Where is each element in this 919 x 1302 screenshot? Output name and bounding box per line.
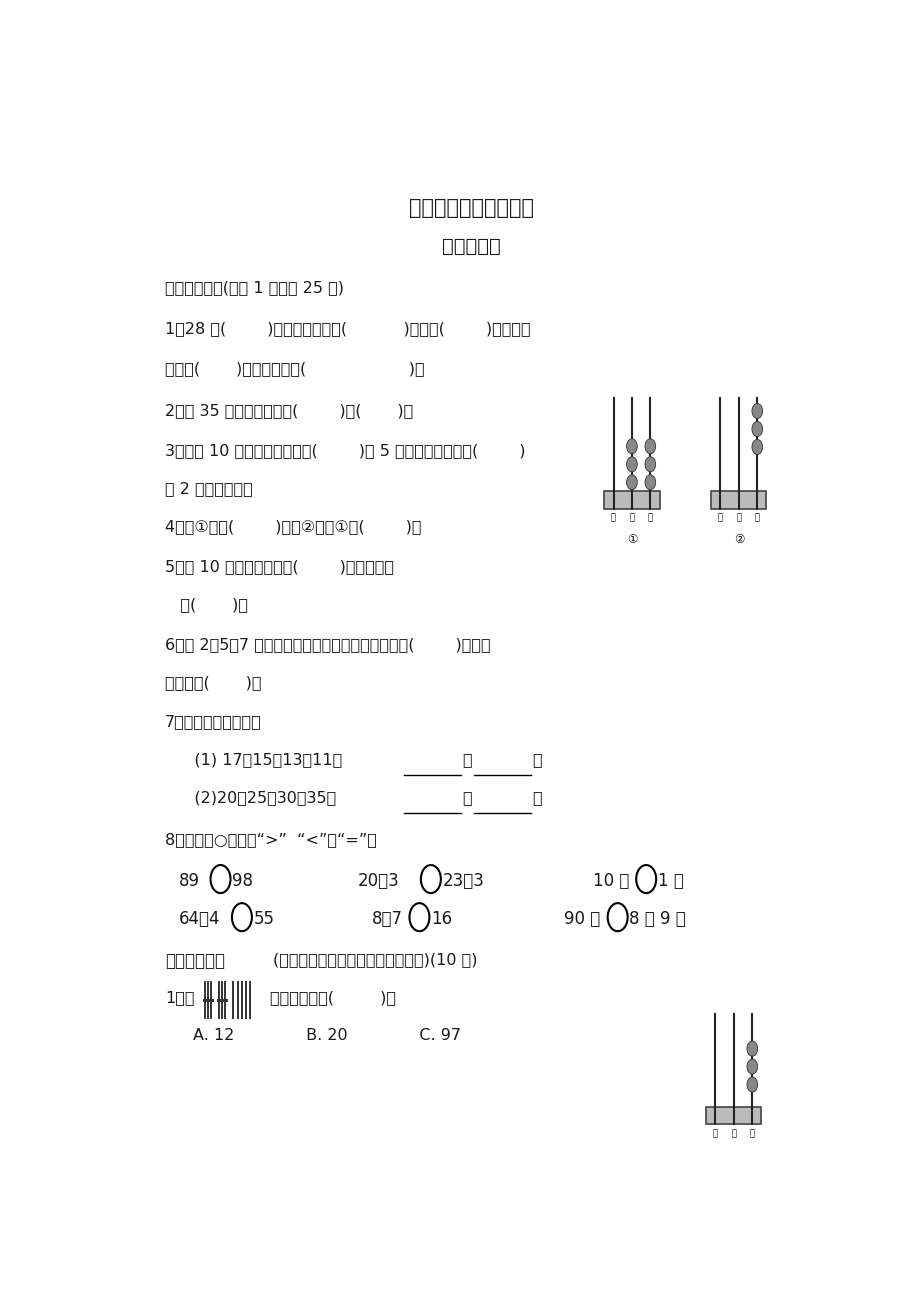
Text: 7、找规律，写一写。: 7、找规律，写一写。 (165, 713, 261, 729)
Text: 一、填一填。(每空 1 分，共 25 分): 一、填一填。(每空 1 分，共 25 分) (165, 280, 344, 296)
Text: (2)20，25，30，35，: (2)20，25，30，35， (179, 790, 336, 805)
Text: 人教版一年级数学下册: 人教版一年级数学下册 (409, 198, 533, 219)
Text: 89: 89 (179, 872, 200, 891)
Text: 。: 。 (531, 790, 541, 805)
Circle shape (626, 439, 637, 454)
Text: 8 元 9 角: 8 元 9 角 (629, 910, 685, 928)
Text: 8、在下面○里填上“>”  “<”或“=”。: 8、在下面○里填上“>” “<”或“=”。 (165, 832, 377, 848)
Circle shape (626, 475, 637, 490)
FancyBboxPatch shape (710, 491, 766, 509)
Circle shape (626, 457, 637, 471)
Text: 。: 。 (531, 751, 541, 767)
Text: 期中测试卷: 期中测试卷 (442, 237, 500, 255)
Text: 个: 个 (647, 514, 652, 522)
Text: 4、图①表示(        )，图②比图①少(        )。: 4、图①表示( )，图②比图①少( )。 (165, 519, 421, 534)
Text: 1、28 是(        )位数，个位上是(           )，表示(        )个一，十: 1、28 是( )位数，个位上是( )，表示( )个一，十 (165, 320, 530, 336)
Text: 百: 百 (610, 514, 616, 522)
Circle shape (644, 457, 655, 471)
Circle shape (746, 1059, 757, 1074)
Text: ，: ， (461, 790, 471, 805)
Text: 张 2 元的人民币。: 张 2 元的人民币。 (165, 480, 253, 496)
Text: 64－4: 64－4 (179, 910, 221, 928)
Text: 6、从 2、5、7 中任选两个数字组成的最大两位数是(        )，最小: 6、从 2、5、7 中任选两个数字组成的最大两位数是( )，最小 (165, 638, 490, 652)
Text: 5、比 10 小的一位数共有(        )个，最小的: 5、比 10 小的一位数共有( )个，最小的 (165, 560, 393, 574)
Text: 两位数是(       )。: 两位数是( )。 (165, 676, 261, 690)
Text: 多得多的数是(         )。: 多得多的数是( )。 (270, 991, 396, 1005)
Text: 8＋7: 8＋7 (371, 910, 403, 928)
Text: 1、比: 1、比 (165, 991, 194, 1005)
Text: 是(       )。: 是( )。 (165, 598, 247, 612)
Text: 十: 十 (629, 514, 634, 522)
Text: 二、选一选。: 二、选一选。 (165, 952, 224, 970)
Circle shape (746, 1042, 757, 1056)
Text: 十: 十 (731, 1129, 735, 1138)
Text: 2、和 35 相邻的两个数是(        )和(       )。: 2、和 35 相邻的两个数是( )和( )。 (165, 402, 413, 418)
Text: 个: 个 (749, 1129, 754, 1138)
Text: 3、一张 10 元的人民币可以换(        )张 5 元的人民币，或者(        ): 3、一张 10 元的人民币可以换( )张 5 元的人民币，或者( ) (165, 443, 525, 458)
Text: ②: ② (732, 534, 743, 547)
Text: 23－3: 23－3 (442, 872, 483, 891)
Circle shape (746, 1077, 757, 1092)
Text: 16: 16 (430, 910, 451, 928)
Text: 55: 55 (253, 910, 274, 928)
Text: 20＋3: 20＋3 (357, 872, 399, 891)
Text: ，: ， (461, 751, 471, 767)
Text: 位上是(       )，这个数读作(                    )。: 位上是( )，这个数读作( )。 (165, 361, 424, 376)
Text: 百: 百 (717, 514, 722, 522)
Text: 1 元: 1 元 (657, 872, 683, 891)
Text: 百: 百 (712, 1129, 717, 1138)
Text: (1) 17，15，13，11，: (1) 17，15，13，11， (179, 751, 342, 767)
Text: 90 角: 90 角 (563, 910, 600, 928)
FancyBboxPatch shape (604, 491, 659, 509)
Text: 十: 十 (735, 514, 741, 522)
Text: 个: 个 (754, 514, 759, 522)
Circle shape (751, 440, 762, 454)
Circle shape (644, 475, 655, 490)
Text: 98: 98 (232, 872, 253, 891)
Circle shape (644, 439, 655, 454)
Circle shape (751, 422, 762, 436)
Circle shape (751, 404, 762, 418)
Text: A. 12              B. 20              C. 97: A. 12 B. 20 C. 97 (193, 1029, 461, 1043)
FancyBboxPatch shape (706, 1107, 761, 1125)
Text: 10 角: 10 角 (592, 872, 629, 891)
Text: (选择正确答案的序号填在括号里。)(10 分): (选择正确答案的序号填在括号里。)(10 分) (273, 952, 477, 967)
Text: ①: ① (626, 534, 637, 547)
